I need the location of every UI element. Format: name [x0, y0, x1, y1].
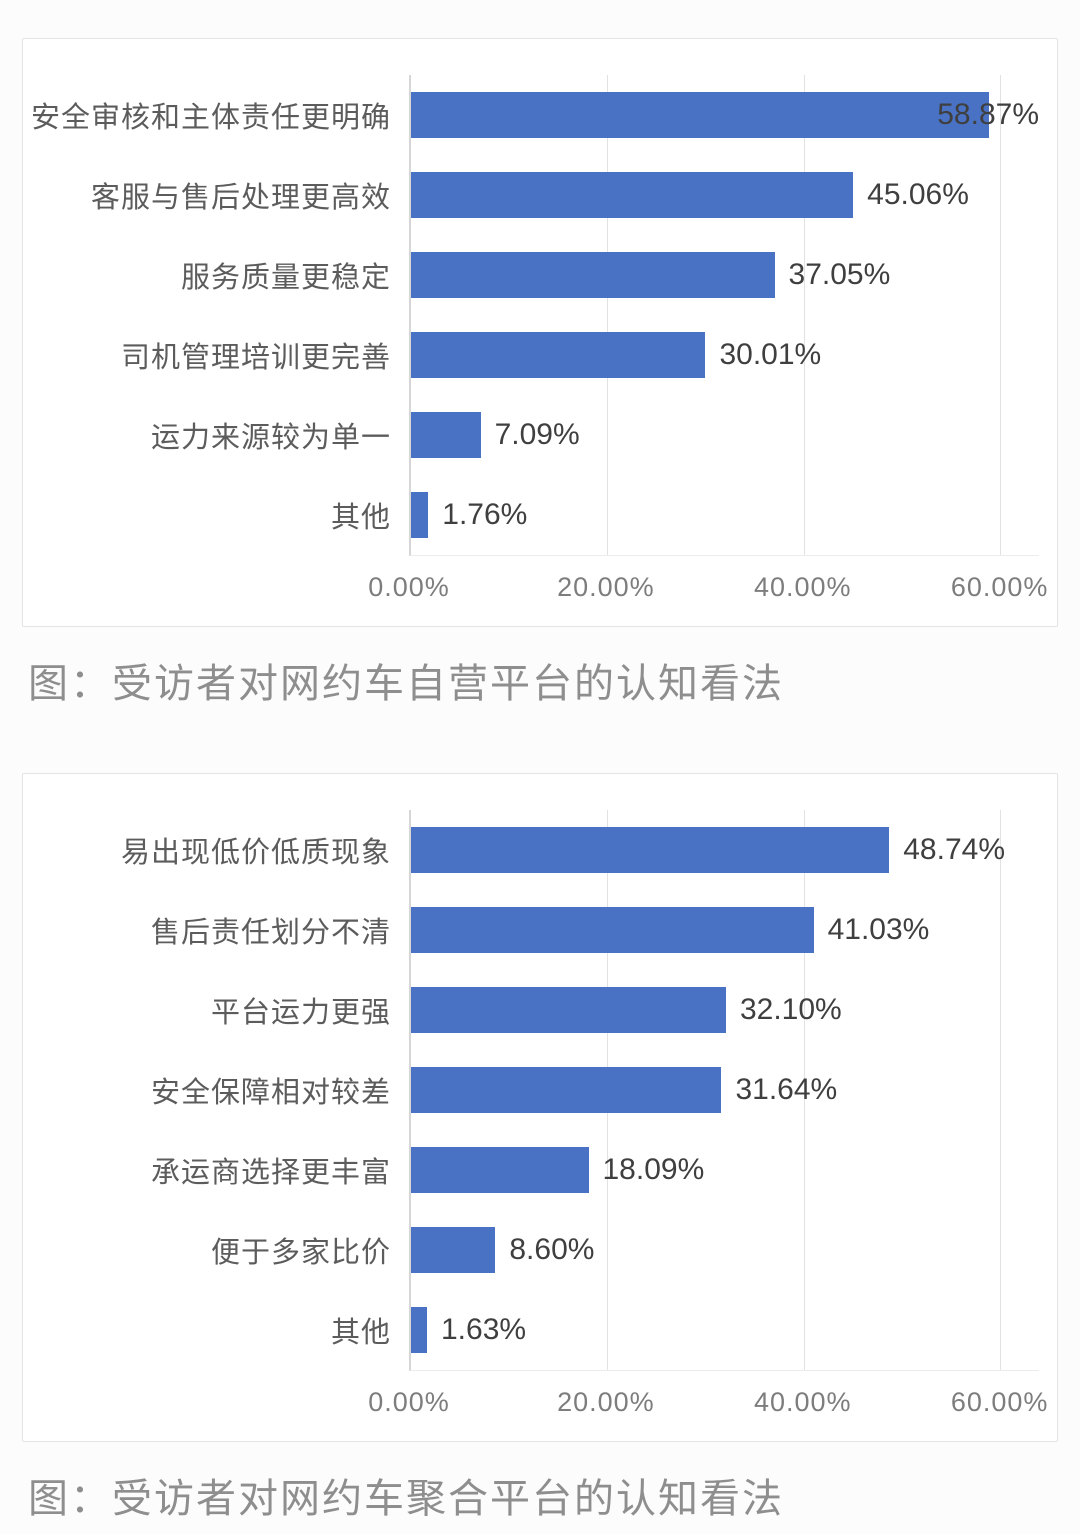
- value-label: 8.60%: [509, 1233, 595, 1266]
- category-label: 平台运力更强: [210, 997, 391, 1029]
- x-axis: 0.00% 20.00% 40.00% 60.00%: [368, 1371, 1047, 1429]
- chart-row: 31.64%: [411, 1050, 1039, 1130]
- x-axis-tick-label: 40.00%: [753, 1387, 852, 1417]
- value-label: 7.09%: [494, 418, 580, 451]
- chart-row: 41.03%: [411, 890, 1039, 970]
- chart-row: 37.05%: [411, 235, 1039, 315]
- chart-row: 7.09%: [411, 395, 1039, 475]
- category-label: 司机管理培训更完善: [120, 342, 391, 374]
- bar: [411, 492, 429, 538]
- value-label: 45.06%: [867, 178, 969, 211]
- category-label: 便于多家比价: [210, 1237, 391, 1269]
- category-label: 客服与售后处理更高效: [90, 182, 391, 214]
- category-label: 承运商选择更丰富: [150, 1157, 391, 1189]
- value-label: 31.64%: [735, 1073, 838, 1106]
- value-label: 1.63%: [440, 1313, 527, 1346]
- x-axis: 0.00% 20.00% 40.00% 60.00%: [368, 556, 1047, 614]
- category-label: 安全审核和主体责任更明确: [30, 102, 391, 134]
- plot-area: 48.74% 41.03% 32.10% 31.64% 18.09% 8.60% 1.63%: [409, 810, 1039, 1371]
- category-label: 服务质量更稳定: [180, 262, 391, 294]
- x-axis-tick-label: 0.00%: [368, 1387, 450, 1417]
- chart-body: 安全审核和主体责任更明确客服与售后处理更高效服务质量更稳定司机管理培训更完善运力…: [30, 75, 1039, 556]
- category-labels-column: 易出现低价低质现象售后责任划分不清平台运力更强安全保障相对较差 承运商选择更丰富便…: [41, 810, 409, 1371]
- chart-row: 18.09%: [411, 1130, 1039, 1210]
- gridline: [803, 75, 805, 555]
- chart-row: 32.10%: [411, 970, 1039, 1050]
- gridline: [803, 810, 805, 1370]
- gridline: [607, 75, 609, 555]
- value-label: 41.03%: [827, 913, 930, 946]
- category-label: 易出现低价低质现象: [120, 837, 391, 869]
- bar: [411, 332, 706, 378]
- x-axis-tick-label: 20.00%: [557, 1387, 655, 1417]
- x-axis-tick-label: 60.00%: [950, 572, 1049, 602]
- x-axis-tick-label: 20.00%: [557, 572, 655, 602]
- bar: [411, 987, 726, 1033]
- chart-row: 45.06%: [411, 155, 1039, 235]
- bar: [411, 172, 854, 218]
- chart-row: 30.01%: [411, 315, 1039, 395]
- figure-caption: 图：受访者对网约车自营平台的认知看法: [28, 662, 784, 706]
- chart-section-self-operated: 安全审核和主体责任更明确客服与售后处理更高效服务质量更稳定司机管理培训更完善运力…: [22, 38, 1058, 709]
- value-label: 58.87%: [937, 98, 1039, 131]
- chart-row: 8.60%: [411, 1210, 1039, 1290]
- bar: [411, 1147, 589, 1193]
- chart-row: 1.76%: [411, 475, 1039, 555]
- value-label: 18.09%: [602, 1153, 705, 1186]
- bar: [411, 1307, 427, 1353]
- chart-row: 1.63%: [411, 1290, 1039, 1370]
- value-label: 48.74%: [903, 833, 1005, 866]
- bar-chart-aggregated: 易出现低价低质现象售后责任划分不清平台运力更强安全保障相对较差 承运商选择更丰富便…: [22, 773, 1058, 1442]
- chart-row: 58.87%: [411, 75, 1039, 155]
- bar-chart-self-operated: 安全审核和主体责任更明确客服与售后处理更高效服务质量更稳定司机管理培训更完善运力…: [22, 38, 1058, 627]
- category-label: 售后责任划分不清: [150, 917, 391, 949]
- chart-section-aggregated: 易出现低价低质现象售后责任划分不清平台运力更强安全保障相对较差 承运商选择更丰富便…: [22, 773, 1058, 1524]
- category-label: 安全保障相对较差: [150, 1077, 391, 1109]
- value-label: 30.01%: [719, 338, 822, 371]
- bar: [411, 1067, 722, 1113]
- bar: [411, 827, 890, 873]
- gridline: [999, 75, 1001, 555]
- category-label: 其他: [330, 1317, 391, 1349]
- value-label: 1.76%: [442, 498, 528, 531]
- bar: [411, 1227, 496, 1273]
- chart-row: 48.74%: [411, 810, 1039, 890]
- bar: [411, 907, 814, 953]
- x-axis-tick-label: 60.00%: [950, 1387, 1049, 1417]
- chart-body: 易出现低价低质现象售后责任划分不清平台运力更强安全保障相对较差 承运商选择更丰富便…: [41, 810, 1039, 1371]
- bar: [411, 252, 775, 298]
- gridline: [999, 810, 1001, 1370]
- value-label: 37.05%: [788, 258, 891, 291]
- category-label: 运力来源较为单一: [150, 422, 391, 454]
- category-label: 其他: [330, 502, 391, 534]
- bar: [411, 92, 989, 138]
- plot-area: 58.87% 45.06% 37.05% 30.01% 7.09% 1.76%: [409, 75, 1039, 556]
- x-axis-tick-label: 0.00%: [368, 572, 450, 602]
- category-labels-column: 安全审核和主体责任更明确客服与售后处理更高效服务质量更稳定司机管理培训更完善运力…: [30, 75, 409, 556]
- bar: [411, 412, 481, 458]
- x-axis-tick-label: 40.00%: [753, 572, 852, 602]
- figure-caption: 图：受访者对网约车聚合平台的认知看法: [28, 1477, 784, 1521]
- value-label: 32.10%: [739, 993, 842, 1026]
